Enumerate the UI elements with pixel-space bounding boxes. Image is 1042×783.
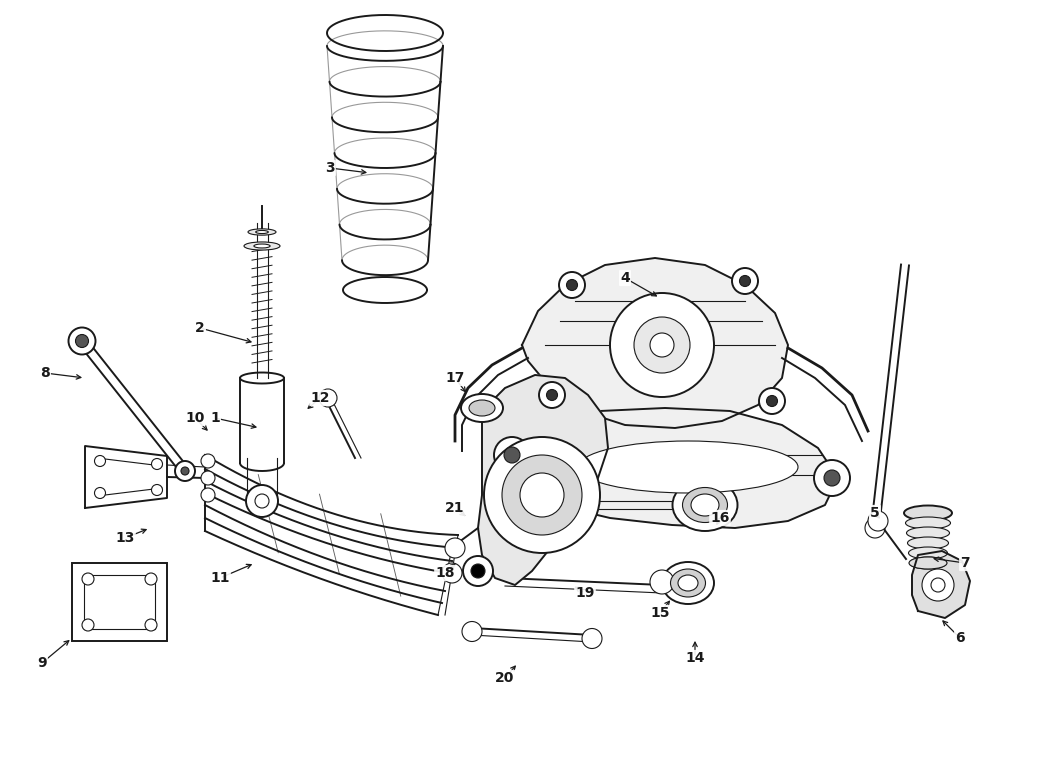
Circle shape [931,578,945,592]
Circle shape [145,573,157,585]
Polygon shape [478,375,607,585]
Text: 13: 13 [116,531,134,545]
Circle shape [201,454,215,468]
Text: 11: 11 [210,571,229,585]
Circle shape [494,437,530,473]
Text: 10: 10 [185,411,204,425]
Ellipse shape [905,517,950,529]
Circle shape [546,389,557,400]
Text: 2: 2 [195,321,205,335]
Circle shape [82,619,94,631]
Text: 6: 6 [956,631,965,645]
Circle shape [145,619,157,631]
Polygon shape [505,408,838,528]
Ellipse shape [670,569,705,597]
Text: 1: 1 [210,411,220,425]
Circle shape [582,629,602,648]
Ellipse shape [672,479,738,531]
Circle shape [824,470,840,486]
Circle shape [504,447,520,463]
Ellipse shape [248,229,276,235]
Ellipse shape [244,242,280,250]
Ellipse shape [904,506,952,521]
Ellipse shape [469,400,495,416]
Ellipse shape [255,230,268,233]
Circle shape [201,488,215,502]
Circle shape [814,460,850,496]
Circle shape [175,461,195,481]
Text: 7: 7 [960,556,970,570]
Text: 9: 9 [38,656,47,670]
Text: 5: 5 [870,506,879,520]
Bar [72,563,167,641]
Text: 19: 19 [575,586,595,600]
Circle shape [740,276,750,287]
Circle shape [95,456,105,467]
Ellipse shape [678,575,698,591]
Ellipse shape [691,494,719,516]
Circle shape [868,511,888,531]
Circle shape [539,382,565,408]
Circle shape [559,272,585,298]
Circle shape [520,473,564,517]
Ellipse shape [910,557,946,569]
Circle shape [255,494,269,508]
Text: 20: 20 [495,671,515,685]
Bar [84,575,155,629]
Circle shape [483,437,600,553]
Ellipse shape [578,441,798,493]
Circle shape [82,573,94,585]
Text: 16: 16 [711,511,729,525]
Text: 3: 3 [325,161,334,175]
Circle shape [319,389,337,407]
Circle shape [445,538,465,558]
Circle shape [246,485,278,517]
Circle shape [650,333,674,357]
Circle shape [75,334,89,348]
Text: 4: 4 [620,271,629,285]
Ellipse shape [908,537,948,549]
Circle shape [442,563,462,583]
Polygon shape [522,258,788,428]
Circle shape [181,467,189,475]
Circle shape [634,317,690,373]
Circle shape [462,622,482,641]
Circle shape [69,327,96,355]
Text: 8: 8 [41,366,50,380]
Text: 17: 17 [445,371,465,385]
Polygon shape [912,551,970,618]
Ellipse shape [254,244,270,248]
Circle shape [151,485,163,496]
Ellipse shape [683,488,727,522]
Ellipse shape [461,394,503,422]
Circle shape [201,471,215,485]
Circle shape [463,556,493,586]
Circle shape [471,564,485,578]
Ellipse shape [907,527,949,539]
Text: 18: 18 [436,566,454,580]
Circle shape [151,459,163,470]
Circle shape [610,293,714,397]
Circle shape [922,569,954,601]
Circle shape [865,518,885,538]
Text: 15: 15 [650,606,670,620]
Circle shape [502,455,582,535]
Circle shape [95,488,105,499]
Circle shape [767,395,777,406]
Text: 21: 21 [445,501,465,515]
Circle shape [567,280,577,290]
Ellipse shape [909,557,947,569]
Ellipse shape [909,547,947,559]
Text: 12: 12 [311,391,329,405]
Circle shape [731,268,758,294]
Circle shape [650,570,674,594]
Text: 14: 14 [686,651,704,665]
Ellipse shape [662,562,714,604]
Circle shape [759,388,785,414]
